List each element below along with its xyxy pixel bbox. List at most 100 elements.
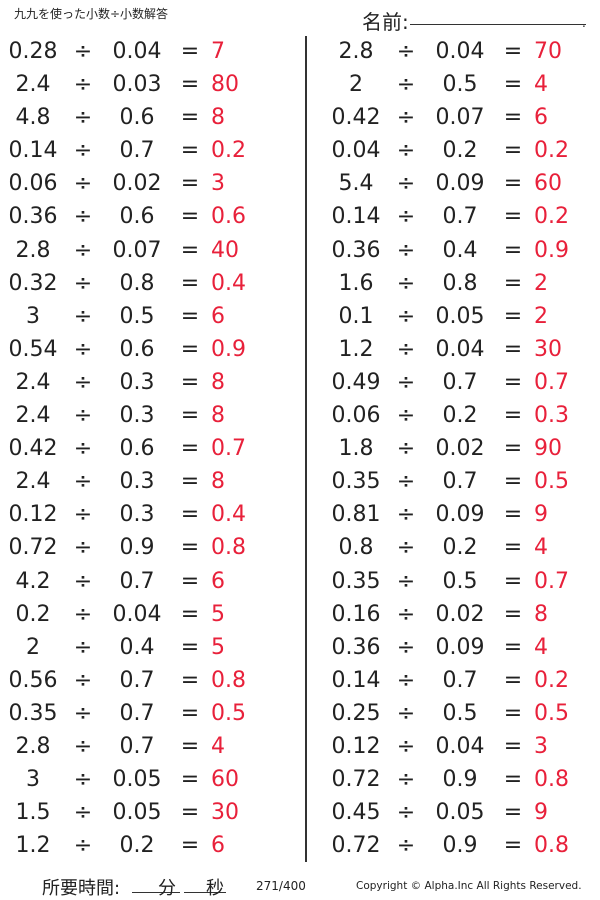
dividend: 0.12 — [8, 502, 58, 528]
problem-row: 0.14 ÷ 0.7 = 0.2 — [323, 201, 600, 234]
dividend: 2 — [349, 72, 363, 98]
equals-sign: = — [180, 700, 200, 726]
answer: 0.8 — [211, 535, 246, 561]
equals-sign: = — [503, 700, 523, 726]
minutes-blank[interactable] — [132, 892, 180, 893]
answer: 6 — [211, 833, 225, 859]
divisor: 0.09 — [435, 502, 485, 528]
divide-sign: ÷ — [396, 237, 416, 263]
divide-sign: ÷ — [396, 436, 416, 462]
equals-sign: = — [503, 270, 523, 296]
dividend: 0.16 — [331, 601, 381, 627]
problem-row: 0.72 ÷ 0.9 = 0.8 — [323, 830, 600, 863]
divisor: 0.04 — [435, 336, 485, 362]
divide-sign: ÷ — [73, 237, 93, 263]
answer: 2 — [534, 270, 548, 296]
dividend: 0.35 — [8, 700, 58, 726]
name-field-line[interactable] — [410, 24, 586, 25]
dividend: 2.8 — [338, 39, 374, 64]
page-number: 271/400 — [256, 879, 306, 893]
divide-sign: ÷ — [73, 105, 93, 131]
answer: 4 — [534, 535, 548, 561]
answer: 0.2 — [534, 204, 569, 230]
divisor: 0.05 — [112, 767, 162, 793]
dividend: 2.8 — [15, 733, 51, 759]
equals-sign: = — [503, 303, 523, 329]
equals-sign: = — [180, 204, 200, 230]
answer: 8 — [534, 601, 548, 627]
divide-sign: ÷ — [396, 138, 416, 164]
dividend: 0.14 — [331, 204, 381, 230]
divisor: 0.04 — [112, 601, 162, 627]
equals-sign: = — [180, 270, 200, 296]
divide-sign: ÷ — [73, 568, 93, 594]
problem-row: 0.72 ÷ 0.9 = 0.8 — [323, 764, 600, 797]
equals-sign: = — [180, 138, 200, 164]
divide-sign: ÷ — [73, 700, 93, 726]
answer: 70 — [534, 39, 562, 64]
divisor: 0.04 — [435, 733, 485, 759]
equals-sign: = — [503, 733, 523, 759]
divide-sign: ÷ — [396, 767, 416, 793]
answer: 4 — [534, 72, 548, 98]
dividend: 2.4 — [15, 469, 51, 495]
answer: 5 — [211, 634, 225, 660]
divide-sign: ÷ — [396, 403, 416, 429]
dividend: 0.36 — [8, 204, 58, 230]
problem-row: 2.4 ÷ 0.03 = 80 — [0, 69, 300, 102]
divisor: 0.02 — [435, 601, 485, 627]
dividend: 0.72 — [8, 535, 58, 561]
problem-row: 0.32 ÷ 0.8 = 0.4 — [0, 268, 300, 301]
divide-sign: ÷ — [73, 204, 93, 230]
equals-sign: = — [180, 369, 200, 395]
answer: 0.5 — [534, 700, 569, 726]
equals-sign: = — [180, 469, 200, 495]
divide-sign: ÷ — [396, 634, 416, 660]
divisor: 0.09 — [435, 171, 485, 197]
divisor: 0.5 — [442, 72, 478, 98]
problem-row: 3 ÷ 0.05 = 60 — [0, 764, 300, 797]
answer: 0.9 — [534, 237, 569, 263]
equals-sign: = — [503, 800, 523, 826]
equals-sign: = — [180, 667, 200, 693]
divide-sign: ÷ — [396, 303, 416, 329]
divisor: 0.6 — [119, 105, 155, 131]
divisor: 0.5 — [119, 303, 155, 329]
dividend: 1.2 — [338, 336, 374, 362]
answer: 0.9 — [211, 336, 246, 362]
dividend: 1.6 — [338, 270, 374, 296]
column-divider — [305, 36, 307, 862]
divisor: 0.5 — [442, 568, 478, 594]
equals-sign: = — [503, 767, 523, 793]
divide-sign: ÷ — [73, 39, 93, 64]
equals-sign: = — [503, 833, 523, 859]
minutes-label: 分 — [158, 878, 176, 899]
problem-row: 2.8 ÷ 0.7 = 4 — [0, 731, 300, 764]
equals-sign: = — [180, 502, 200, 528]
equals-sign: = — [180, 237, 200, 263]
equals-sign: = — [503, 535, 523, 561]
dividend: 1.8 — [338, 436, 374, 462]
dividend: 2.4 — [15, 403, 51, 429]
dividend: 0.12 — [331, 733, 381, 759]
problem-row: 0.36 ÷ 0.6 = 0.6 — [0, 201, 300, 234]
dividend: 2.4 — [15, 72, 51, 98]
divisor: 0.2 — [119, 833, 155, 859]
answer: 0.2 — [211, 138, 246, 164]
answer: 30 — [211, 800, 239, 826]
divisor: 0.4 — [119, 634, 155, 660]
equals-sign: = — [503, 369, 523, 395]
equals-sign: = — [503, 39, 523, 64]
divide-sign: ÷ — [396, 204, 416, 230]
divide-sign: ÷ — [73, 634, 93, 660]
equals-sign: = — [180, 303, 200, 329]
answer: 9 — [534, 800, 548, 826]
equals-sign: = — [503, 403, 523, 429]
dividend: 0.36 — [331, 634, 381, 660]
divisor: 0.2 — [442, 138, 478, 164]
divisor: 0.2 — [442, 535, 478, 561]
time-label: 所要時間: — [42, 878, 121, 899]
dividend: 0.2 — [15, 601, 51, 627]
answer: 0.6 — [211, 204, 246, 230]
seconds-blank[interactable] — [184, 892, 226, 893]
